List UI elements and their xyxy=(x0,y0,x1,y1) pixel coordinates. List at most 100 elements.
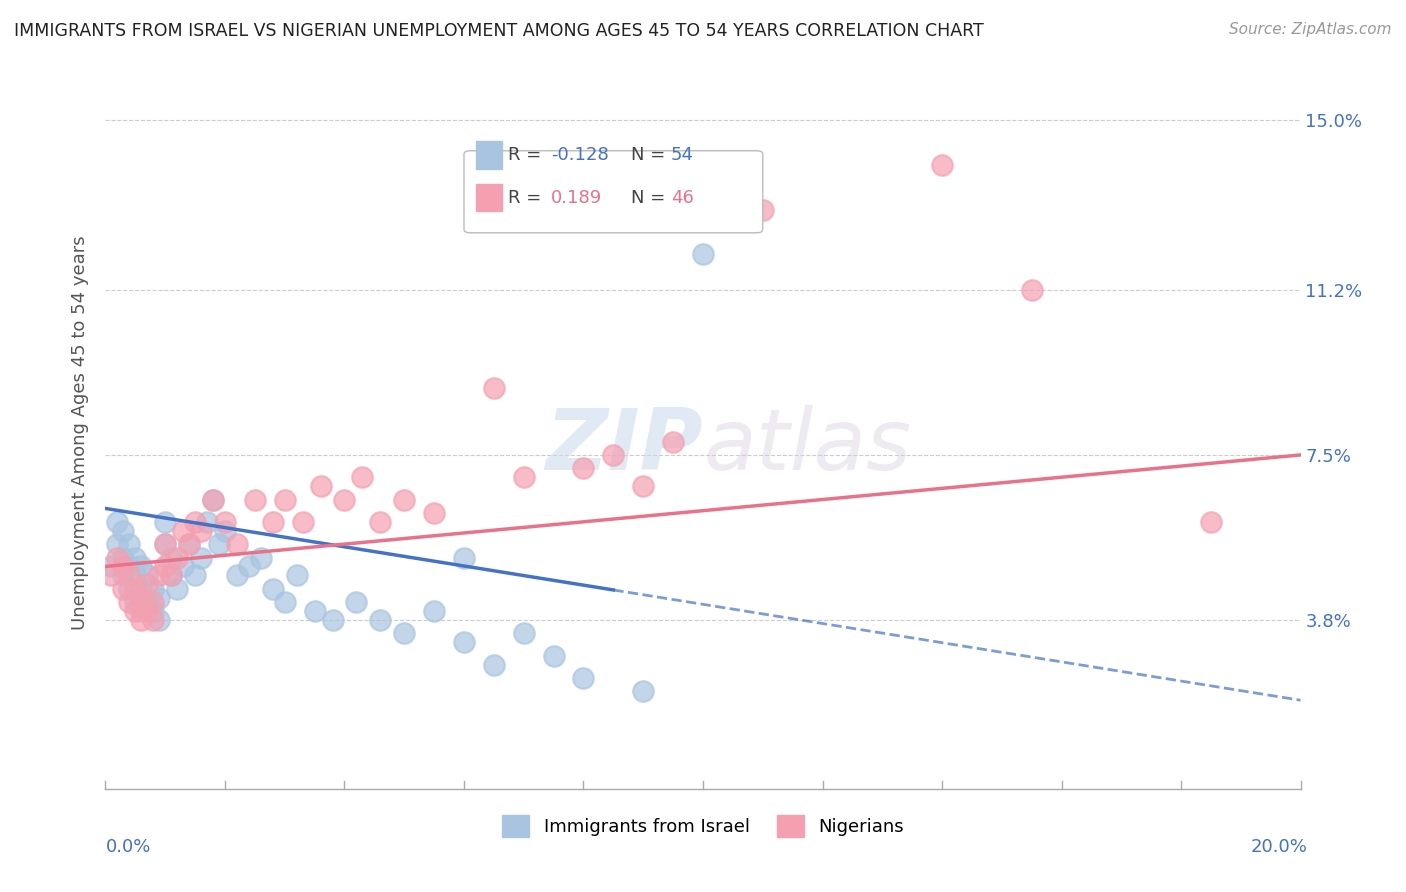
Point xyxy=(129,604,153,618)
Point xyxy=(100,559,122,574)
Text: -0.128: -0.128 xyxy=(551,146,609,164)
Point xyxy=(124,568,146,582)
Point xyxy=(112,568,135,582)
Bar xyxy=(475,185,502,211)
Point xyxy=(394,492,416,507)
Point xyxy=(160,550,183,565)
Point xyxy=(208,537,231,551)
Point xyxy=(129,582,153,596)
Point xyxy=(155,537,177,551)
Point xyxy=(304,604,326,618)
Point xyxy=(177,537,201,551)
Point xyxy=(155,559,177,574)
Bar xyxy=(475,142,502,169)
Point xyxy=(190,524,212,538)
Text: 0.189: 0.189 xyxy=(551,189,603,207)
Point xyxy=(333,492,356,507)
Point xyxy=(136,577,159,591)
Point xyxy=(172,524,194,538)
Legend: Immigrants from Israel, Nigerians: Immigrants from Israel, Nigerians xyxy=(495,808,911,845)
Point xyxy=(202,492,225,507)
Point xyxy=(107,537,129,551)
Point xyxy=(751,202,773,217)
Point xyxy=(107,515,129,529)
Text: 0.0%: 0.0% xyxy=(105,838,150,856)
Text: 46: 46 xyxy=(671,189,693,207)
Point xyxy=(148,591,170,605)
Point xyxy=(394,626,416,640)
Point xyxy=(250,550,273,565)
Point xyxy=(166,582,188,596)
Text: 20.0%: 20.0% xyxy=(1251,838,1308,856)
Point xyxy=(107,550,129,565)
Point xyxy=(543,648,565,663)
Point xyxy=(112,559,135,574)
Point xyxy=(202,492,225,507)
Point xyxy=(118,595,141,609)
Point xyxy=(129,613,153,627)
Point xyxy=(124,582,146,596)
Point xyxy=(225,568,249,582)
Point xyxy=(262,582,284,596)
Point xyxy=(423,604,446,618)
Point xyxy=(142,595,165,609)
Point xyxy=(309,479,332,493)
Point xyxy=(368,515,391,529)
Point xyxy=(321,613,344,627)
Point xyxy=(482,381,505,395)
Point xyxy=(346,595,368,609)
Point xyxy=(136,604,159,618)
Point xyxy=(273,492,295,507)
Point xyxy=(166,550,188,565)
Text: atlas: atlas xyxy=(703,405,911,489)
Point xyxy=(118,568,141,582)
Point xyxy=(1199,515,1222,529)
Point xyxy=(453,550,475,565)
Point xyxy=(190,550,212,565)
Point xyxy=(136,595,159,609)
Point xyxy=(118,537,141,551)
Point xyxy=(243,492,266,507)
Point xyxy=(118,559,141,574)
Point xyxy=(572,671,595,685)
Point xyxy=(633,479,655,493)
Point xyxy=(184,515,207,529)
Point xyxy=(225,537,249,551)
Point xyxy=(633,684,655,698)
Point xyxy=(124,595,146,609)
Point xyxy=(124,550,146,565)
Point xyxy=(129,559,153,574)
Point xyxy=(262,515,284,529)
Point xyxy=(100,568,122,582)
Text: Source: ZipAtlas.com: Source: ZipAtlas.com xyxy=(1229,22,1392,37)
FancyBboxPatch shape xyxy=(464,151,762,233)
Point xyxy=(142,613,165,627)
Point xyxy=(423,506,446,520)
Point xyxy=(118,582,141,596)
Point xyxy=(136,568,159,582)
Point xyxy=(291,515,314,529)
Point xyxy=(572,461,595,475)
Point xyxy=(112,550,135,565)
Point xyxy=(238,559,260,574)
Point xyxy=(453,635,475,649)
Point xyxy=(214,524,236,538)
Point xyxy=(692,247,714,261)
Point xyxy=(195,515,218,529)
Point xyxy=(155,537,177,551)
Point xyxy=(112,582,135,596)
Point xyxy=(148,613,170,627)
Point xyxy=(172,559,194,574)
Text: R =: R = xyxy=(508,146,547,164)
Text: IMMIGRANTS FROM ISRAEL VS NIGERIAN UNEMPLOYMENT AMONG AGES 45 TO 54 YEARS CORREL: IMMIGRANTS FROM ISRAEL VS NIGERIAN UNEMP… xyxy=(14,22,984,40)
Point xyxy=(285,568,308,582)
Y-axis label: Unemployment Among Ages 45 to 54 years: Unemployment Among Ages 45 to 54 years xyxy=(70,235,89,630)
Point xyxy=(160,568,183,582)
Point xyxy=(112,524,135,538)
Point xyxy=(148,568,170,582)
Text: ZIP: ZIP xyxy=(546,405,703,489)
Point xyxy=(142,582,165,596)
Point xyxy=(177,537,201,551)
Point xyxy=(1021,283,1043,297)
Text: N =: N = xyxy=(631,189,671,207)
